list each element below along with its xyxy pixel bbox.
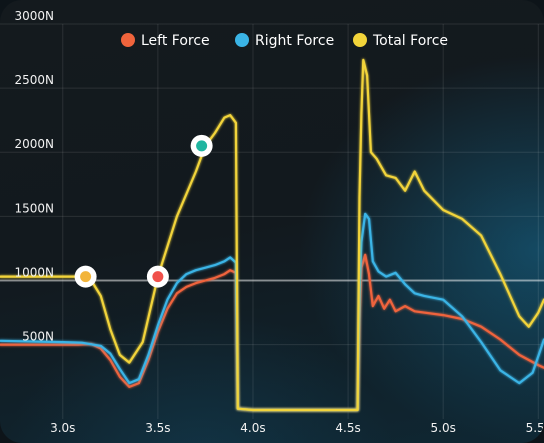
y-tick-label: 2000N (14, 137, 54, 151)
legend-swatch (353, 33, 367, 47)
y-tick-label: 1000N (14, 265, 54, 279)
y-tick-label: 3000N (14, 9, 54, 23)
x-axis-ticks: 3.0s 3.5s 4.0s 4.5s 5.0s 5.5s (50, 421, 544, 435)
legend: Left Force Right Force Total Force (121, 33, 448, 49)
y-tick-label: 1500N (14, 201, 54, 215)
marker-point-2 (152, 271, 164, 283)
marker-point-1 (80, 271, 92, 283)
x-tick-label: 5.0s (431, 421, 456, 435)
x-tick-label: 3.0s (50, 421, 75, 435)
x-tick-label: 4.0s (240, 421, 265, 435)
y-tick-label: 2500N (14, 73, 54, 87)
marker-point-3 (196, 140, 208, 152)
series-lines (0, 58, 544, 412)
legend-swatch (235, 33, 249, 47)
legend-label: Left Force (141, 33, 210, 49)
series-line-right-force (0, 212, 544, 412)
y-tick-label: 500N (22, 330, 54, 344)
legend-label: Right Force (255, 33, 334, 49)
legend-swatch (121, 33, 135, 47)
x-tick-label: 3.5s (145, 421, 170, 435)
marker-points (74, 134, 213, 288)
y-axis-ticks: 500N 1000N 1500N 2000N 2500N 3000N (14, 9, 54, 344)
x-tick-label: 4.5s (335, 421, 360, 435)
legend-label: Total Force (372, 33, 448, 49)
x-tick-label: 5.5s (526, 421, 544, 435)
grid-lines (0, 23, 544, 419)
series-line-total-force (0, 58, 544, 412)
